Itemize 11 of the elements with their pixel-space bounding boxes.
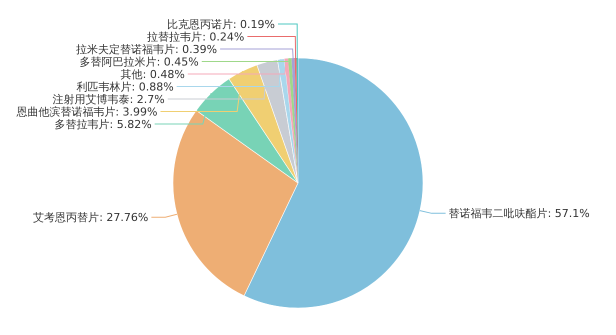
slice-label: 艾考恩丙替片: 27.76% <box>33 211 148 224</box>
slice-label: 多替拉韦片: 5.82% <box>54 118 152 131</box>
slice-label: 恩曲他滨替诺福韦片: 3.99% <box>15 105 158 118</box>
slice-label: 拉米夫定替诺福韦片: 0.39% <box>76 42 218 56</box>
slice-label: 多替阿巴拉米片: 0.45% <box>80 55 199 68</box>
slice-label: 替诺福韦二吡呋酯片: 57.1% <box>448 207 590 220</box>
slice-label: 拉替拉韦片: 0.24% <box>147 30 244 44</box>
slice-label: 比克恩丙诺片: 0.19% <box>166 18 275 31</box>
slice-label: 注射用艾博韦泰: 2.7% <box>52 92 165 106</box>
slice-label: 利匹韦林片: 0.88% <box>76 80 174 94</box>
slice-label: 其他: 0.48% <box>120 68 185 81</box>
